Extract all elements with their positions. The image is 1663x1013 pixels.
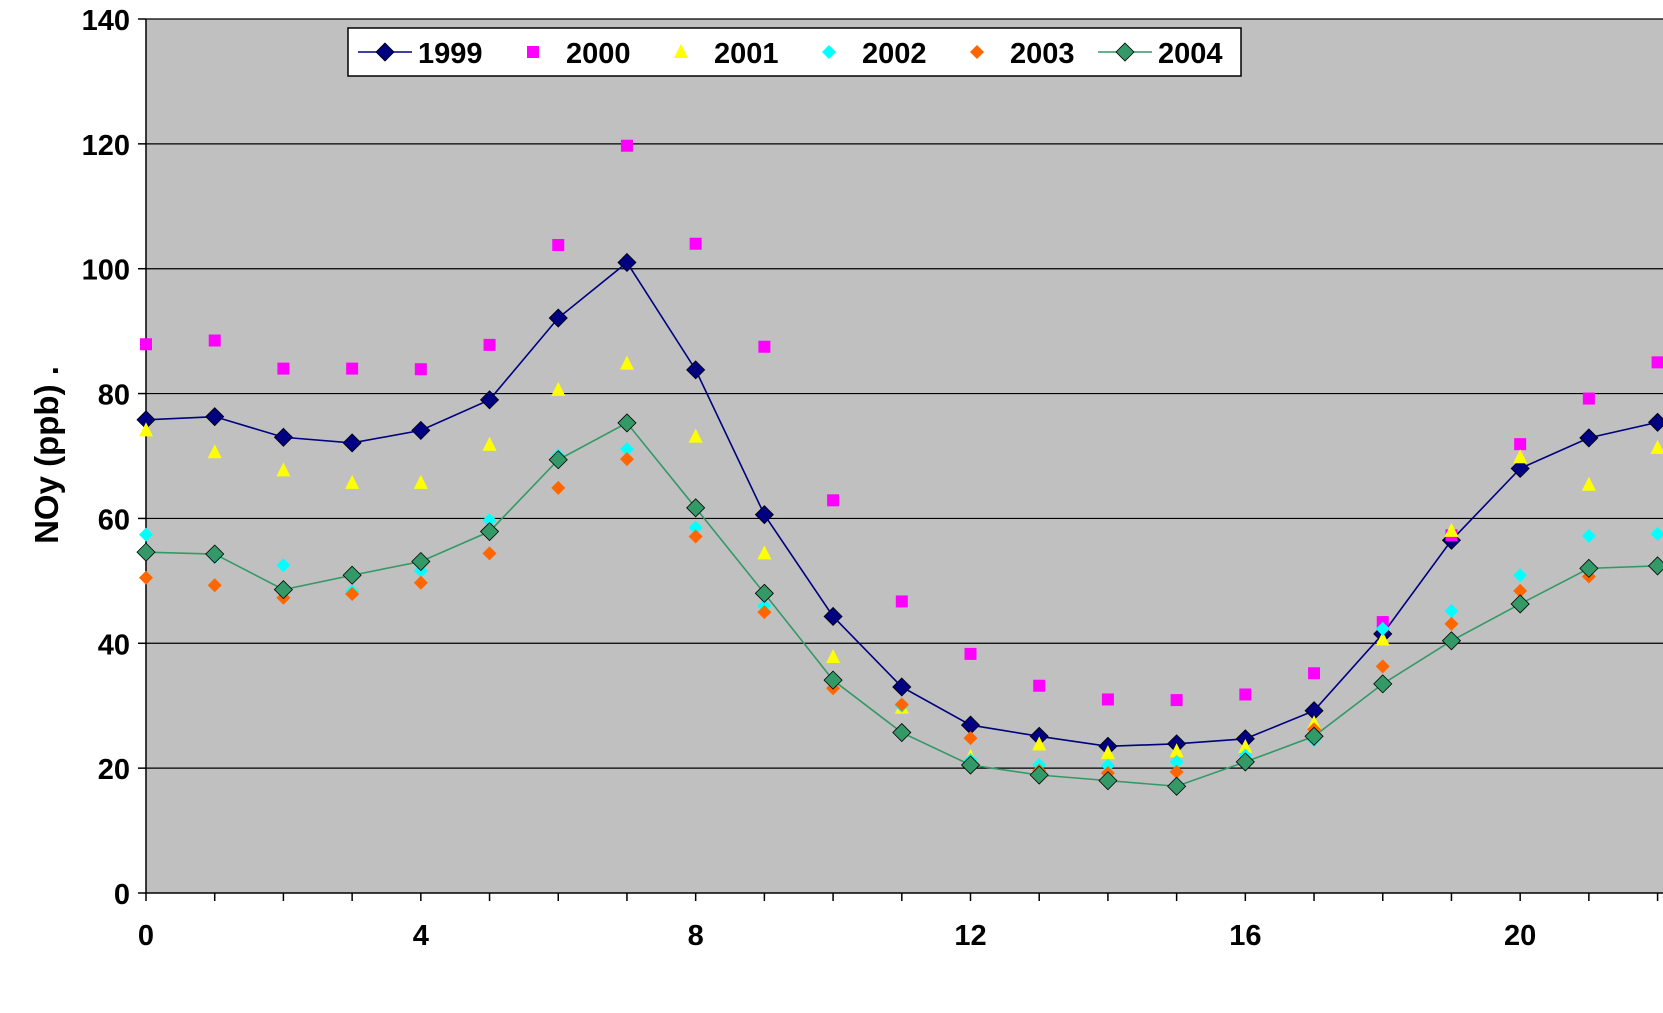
y-tick-label: 140 — [82, 5, 130, 37]
legend: 1999 2000 2001 2002 2003 2004 — [348, 28, 1241, 76]
data-point-2000 — [896, 595, 908, 607]
legend-label: 2000 — [566, 38, 631, 70]
data-point-2000 — [415, 363, 427, 375]
legend-marker — [527, 46, 539, 58]
data-point-2000 — [1308, 667, 1320, 679]
y-tick-label: 0 — [114, 879, 130, 911]
data-point-2000 — [484, 339, 496, 351]
y-tick-label: 80 — [98, 380, 130, 412]
y-tick-label: 60 — [98, 504, 130, 536]
data-point-2000 — [758, 341, 770, 353]
x-tick-label: 20 — [1504, 920, 1536, 952]
plot-area — [146, 19, 1663, 893]
data-point-2000 — [690, 238, 702, 250]
x-tick-label: 16 — [1229, 920, 1261, 952]
y-tick-label: 120 — [82, 130, 130, 162]
data-point-2000 — [1652, 356, 1663, 368]
legend-label: 2002 — [862, 38, 927, 70]
data-point-2000 — [209, 335, 221, 347]
legend-label: 2003 — [1010, 38, 1075, 70]
data-point-2000 — [346, 363, 358, 375]
data-point-2000 — [552, 239, 564, 251]
data-point-2000 — [1171, 694, 1183, 706]
data-point-2000 — [965, 648, 977, 660]
x-tick-label: 12 — [954, 920, 986, 952]
x-tick-label: 4 — [413, 920, 429, 952]
legend-label: 1999 — [418, 38, 483, 70]
data-point-2000 — [1102, 693, 1114, 705]
y-tick-label: 20 — [98, 754, 130, 786]
legend-label: 2004 — [1158, 38, 1223, 70]
y-tick-label: 100 — [82, 255, 130, 287]
x-tick-label: 8 — [688, 920, 704, 952]
data-point-2000 — [1239, 688, 1251, 700]
legend-label: 2001 — [714, 38, 779, 70]
data-point-2000 — [1033, 680, 1045, 692]
x-tick-label: 0 — [138, 920, 154, 952]
data-point-2000 — [1583, 393, 1595, 405]
data-point-2000 — [827, 494, 839, 506]
data-point-2000 — [1514, 438, 1526, 450]
y-axis-label: NOy (ppb) . — [28, 366, 65, 544]
y-tick-label: 40 — [98, 629, 130, 661]
data-point-2000 — [140, 338, 152, 350]
data-point-2000 — [621, 140, 633, 152]
data-point-2000 — [277, 363, 289, 375]
